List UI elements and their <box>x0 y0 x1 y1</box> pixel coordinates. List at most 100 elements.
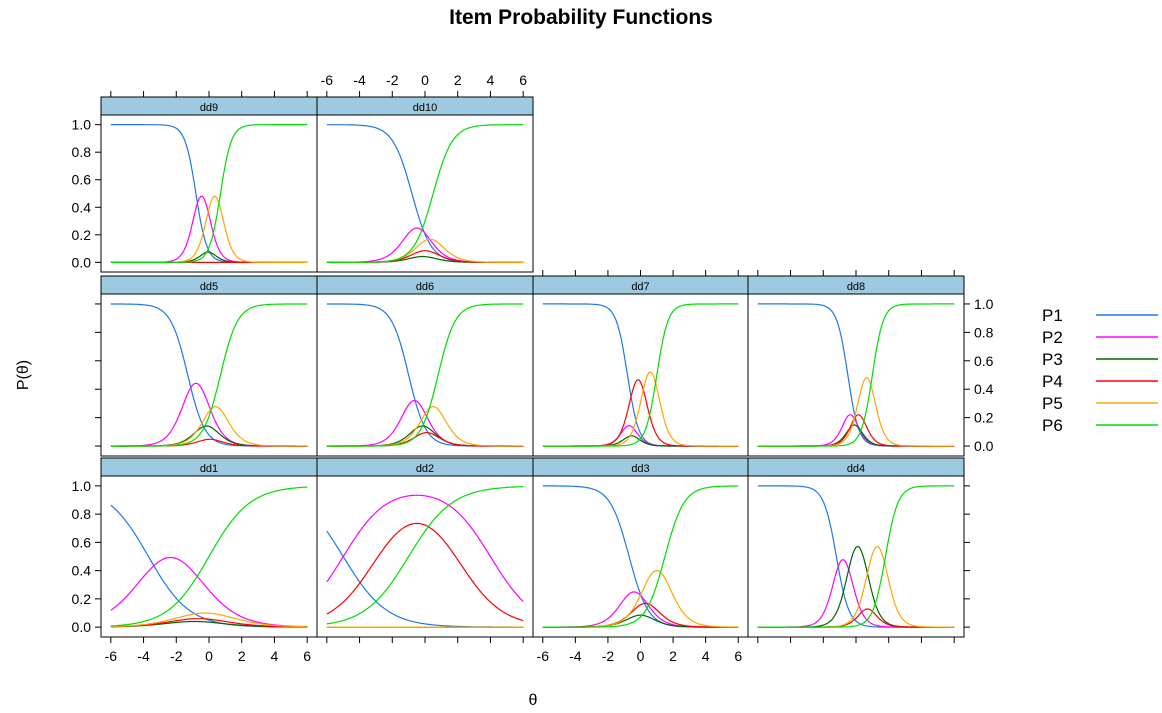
strip-label-dd7: dd7 <box>631 281 649 293</box>
x-axis <box>757 637 955 643</box>
curve-dd1-P2 <box>110 556 308 628</box>
x-tick-label: -4 <box>569 648 582 664</box>
panel-frame-dd6 <box>316 293 534 457</box>
strip-label-dd10: dd10 <box>413 102 437 114</box>
curve-dd3-P2 <box>542 591 739 628</box>
panel-dd5: dd5 <box>100 275 318 457</box>
x-tick-label: 6 <box>519 72 527 88</box>
curve-dd1-P1 <box>110 504 308 628</box>
curve-dd5-P6 <box>110 303 308 447</box>
x-axis-label: θ <box>529 692 538 709</box>
legend-label-P3: P3 <box>1042 350 1063 369</box>
curve-dd4-P3 <box>757 545 955 628</box>
x-axis: -6 -4 -2 0 2 4 6 <box>537 637 742 664</box>
curve-dd4-P5 <box>757 545 955 628</box>
curve-dd10-P2 <box>326 227 524 263</box>
strip-label-dd2: dd2 <box>416 463 434 475</box>
panel-frame-dd10 <box>316 114 534 273</box>
curve-dd9-P1 <box>110 124 308 263</box>
panel-dd2: dd2 <box>316 457 534 638</box>
curve-dd7-P4 <box>542 379 739 447</box>
strip-label-dd3: dd3 <box>631 463 649 475</box>
curve-dd6-P2 <box>326 400 524 447</box>
curve-dd7-P2 <box>542 424 739 447</box>
panel-frame-dd3 <box>532 475 749 638</box>
curve-dd4-P1 <box>757 485 955 628</box>
curve-dd7-P6 <box>542 303 739 447</box>
curve-dd8-P6 <box>757 303 955 447</box>
x-tick-label: 4 <box>487 72 495 88</box>
x-tick-label: -6 <box>537 648 550 664</box>
strip-label-dd6: dd6 <box>416 281 434 293</box>
x-tick-label: 2 <box>454 72 462 88</box>
curve-dd10-P6 <box>326 124 524 263</box>
curve-dd3-P5 <box>542 569 739 628</box>
x-tick-label: 0 <box>637 648 645 664</box>
y-tick-label: 0.4 <box>72 199 92 215</box>
x-tick-label: 4 <box>271 648 279 664</box>
x-tick-label: -6 <box>105 648 118 664</box>
x-tick-label: 0 <box>205 648 213 664</box>
legend-label-P1: P1 <box>1042 306 1063 325</box>
curve-dd3-P1 <box>542 485 739 628</box>
y-tick-label: 0.2 <box>72 591 92 607</box>
strip-label-dd9: dd9 <box>200 102 218 114</box>
curve-dd2-P2 <box>326 494 524 602</box>
panel-dd6: dd6 <box>316 275 534 457</box>
x-tick-label: -6 <box>321 72 334 88</box>
curve-dd3-P6 <box>542 485 739 628</box>
curve-dd1-P6 <box>110 486 308 627</box>
x-tick-label: -4 <box>353 72 366 88</box>
y-tick-label: 0.0 <box>72 254 92 270</box>
curve-dd6-P6 <box>326 303 524 447</box>
curve-dd1-P5 <box>110 612 308 628</box>
panel-dd1: dd1 <box>100 457 318 638</box>
y-tick-label: 1.0 <box>974 296 994 312</box>
legend-label-P2: P2 <box>1042 328 1063 347</box>
y-axis-label: P(θ) <box>15 360 32 390</box>
panel-dd9: dd9 <box>100 96 318 273</box>
x-tick-label: -2 <box>170 648 183 664</box>
y-tick-label: 0.8 <box>72 144 92 160</box>
x-tick-label: 4 <box>702 648 710 664</box>
y-tick-label: 0.4 <box>72 563 92 579</box>
y-tick-label: 0.0 <box>72 619 92 635</box>
legend-label-P4: P4 <box>1042 372 1063 391</box>
x-tick-label: 2 <box>238 648 246 664</box>
x-axis <box>110 91 308 97</box>
y-tick-label: 0.6 <box>974 353 994 369</box>
y-axis-left-row: 0.0 0.2 0.4 0.6 0.8 1.0 <box>72 478 101 635</box>
curve-dd2-P4 <box>326 522 524 622</box>
y-tick-label: 1.0 <box>72 478 92 494</box>
curve-dd9-P6 <box>110 124 308 263</box>
y-axis-right-row: 0.0 0.2 0.4 0.6 0.8 1.0 <box>964 296 994 454</box>
panel-frame-dd2 <box>316 475 534 638</box>
chart-title: Item Probability Functions <box>449 6 713 29</box>
y-axis-left-row: 0.0 0.2 0.4 0.6 0.8 1.0 <box>72 117 101 270</box>
curve-dd5-P1 <box>110 303 308 447</box>
legend-label-P5: P5 <box>1042 394 1063 413</box>
curve-dd9-P3 <box>110 251 308 263</box>
x-axis: -6 -4 -2 0 2 4 6 <box>105 637 311 664</box>
strip-label-dd5: dd5 <box>200 281 218 293</box>
x-axis: -6 -4 -2 0 2 4 6 <box>321 72 527 97</box>
panel-dd10: dd10 <box>316 96 534 273</box>
x-tick-label: 6 <box>734 648 742 664</box>
y-axis-right-row <box>964 485 970 628</box>
curve-dd6-P1 <box>326 303 524 447</box>
y-tick-label: 0.4 <box>974 381 994 397</box>
strip-label-dd4: dd4 <box>847 463 865 475</box>
panel-frame-dd8 <box>747 293 965 457</box>
panel-frame-dd5 <box>100 293 318 457</box>
curve-dd8-P5 <box>757 377 955 447</box>
panel-dd3: dd3 <box>532 457 749 638</box>
curve-dd5-P3 <box>110 425 308 447</box>
y-tick-label: 0.2 <box>974 410 994 426</box>
curve-dd4-P2 <box>757 558 955 628</box>
x-axis <box>326 637 524 643</box>
legend-label-P6: P6 <box>1042 416 1063 435</box>
x-tick-label: 6 <box>303 648 311 664</box>
curve-dd2-P1 <box>326 530 524 628</box>
